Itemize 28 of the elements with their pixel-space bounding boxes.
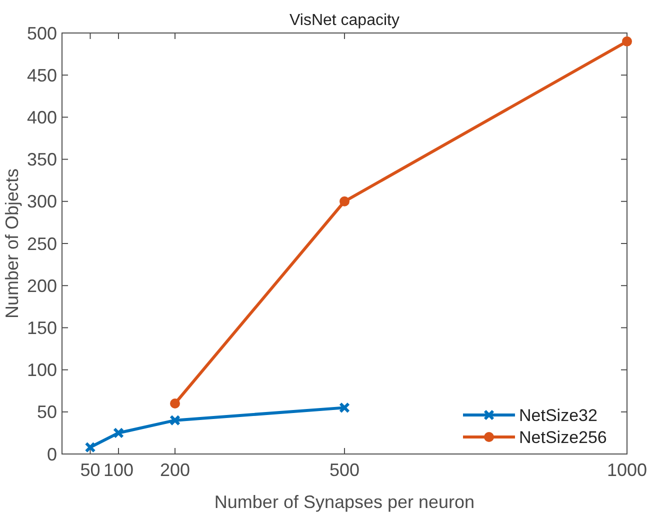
legend-label: NetSize256 — [519, 428, 607, 447]
y-tick-label: 50 — [36, 402, 57, 422]
x-tick-label: 500 — [329, 460, 360, 480]
y-tick-label: 200 — [26, 276, 57, 296]
point — [170, 398, 180, 408]
y-tick-label: 500 — [26, 23, 57, 44]
y-axis-title: Number of Objects — [2, 168, 22, 319]
x-tick-label: 100 — [103, 460, 134, 480]
point — [113, 427, 124, 438]
point — [84, 442, 96, 453]
chart-title: VisNet capacity — [290, 12, 400, 29]
y-tick-label: 250 — [26, 234, 57, 254]
legend-label: NetSize32 — [519, 406, 598, 425]
point — [170, 414, 180, 426]
y-tick-label: 400 — [26, 108, 57, 128]
y-tick-label: 300 — [26, 192, 57, 212]
x-tick-label: 200 — [160, 460, 190, 480]
y-tick-label: 150 — [26, 318, 57, 338]
point — [340, 196, 350, 206]
point — [339, 402, 350, 414]
y-tick-label: 350 — [26, 150, 57, 170]
y-tick-label: 100 — [26, 360, 57, 380]
y-tick-label: 0 — [46, 444, 57, 464]
x-tick-label: 1000 — [606, 460, 648, 480]
x-axis-title: Number of Synapses per neuron — [214, 492, 475, 512]
y-tick-label: 450 — [26, 65, 57, 86]
x-tick-label: 50 — [80, 460, 100, 480]
point — [622, 36, 632, 46]
